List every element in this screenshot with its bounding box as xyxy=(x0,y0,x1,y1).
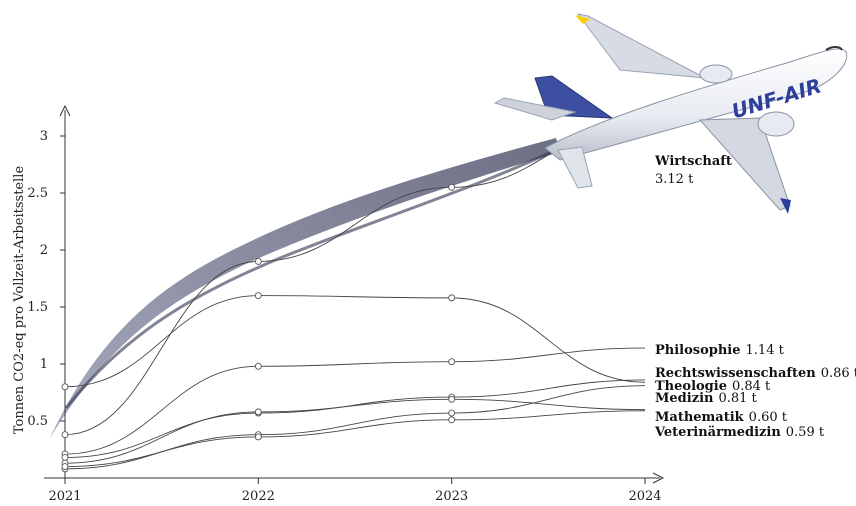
x-axis xyxy=(44,472,665,484)
series-line xyxy=(64,295,646,388)
y-tick-label: 1.5 xyxy=(27,300,48,315)
series-name: Mathematik xyxy=(655,410,745,425)
series-label: Medizin 0.81 t xyxy=(655,391,758,406)
series-line xyxy=(64,379,646,458)
series-labels: Wirtschaft 3.12 t Philosophie 1.14 t Rechtsw… xyxy=(654,154,856,440)
series-name: Philosophie xyxy=(655,343,741,358)
x-tick-label: 2022 xyxy=(242,489,275,504)
y-tick-label: 3 xyxy=(40,129,48,144)
data-point xyxy=(61,431,69,439)
series-name: Medizin xyxy=(655,391,714,406)
data-point xyxy=(254,362,262,370)
x-tick-label: 2021 xyxy=(48,489,81,504)
series-value: 0.84 t xyxy=(732,379,771,394)
x-tick-label: 2024 xyxy=(628,489,661,504)
series-line xyxy=(64,385,646,470)
series-layer xyxy=(61,121,646,473)
data-point xyxy=(448,358,456,366)
y-axis xyxy=(59,104,71,478)
series-line xyxy=(64,398,646,464)
series-name: Veterinärmedizin xyxy=(654,425,781,440)
y-ticks: 0.5 1 1.5 2 2.5 3 xyxy=(27,129,65,429)
y-tick-label: 2.5 xyxy=(27,186,48,201)
series-label: Mathematik 0.60 t xyxy=(655,410,788,425)
data-point xyxy=(448,416,456,424)
series-label: Theologie 0.84 t xyxy=(655,379,771,394)
data-point xyxy=(448,183,456,191)
y-tick-label: 2 xyxy=(40,243,48,258)
contrail xyxy=(50,138,560,438)
data-point xyxy=(254,433,262,441)
series-value: 0.60 t xyxy=(749,410,788,425)
data-point xyxy=(448,395,456,403)
y-tick-label: 0.5 xyxy=(27,414,48,429)
data-point xyxy=(448,409,456,417)
airplane-icon: UNF-AIR xyxy=(493,13,848,214)
data-point xyxy=(61,463,69,471)
series-value: 1.14 t xyxy=(746,343,785,358)
series-line xyxy=(64,410,646,468)
series-line xyxy=(64,347,646,455)
data-point xyxy=(61,454,69,461)
series-label: Philosophie 1.14 t xyxy=(655,343,785,358)
series-name: Theologie xyxy=(655,379,727,394)
y-axis-title: Tonnen CO2-eq pro Vollzeit-Arbeitsstelle xyxy=(12,166,27,435)
series-name: Wirtschaft xyxy=(654,154,732,169)
series-label: Wirtschaft 3.12 t xyxy=(654,154,732,187)
x-tick-label: 2023 xyxy=(435,489,468,504)
series-line xyxy=(64,121,646,436)
series-value: 0.81 t xyxy=(718,391,757,406)
data-point xyxy=(254,408,262,416)
series-name: Rechtswissenschaften xyxy=(655,366,816,381)
series-label: Rechtswissenschaften 0.86 t xyxy=(655,366,856,381)
series-value: 0.86 t xyxy=(821,366,856,381)
series-label: Veterinärmedizin 0.59 t xyxy=(654,425,825,440)
series-value: 3.12 t xyxy=(655,172,694,187)
data-point xyxy=(448,294,456,302)
data-point xyxy=(61,383,69,391)
x-ticks: 2021 2022 2023 2024 xyxy=(48,478,662,504)
data-point xyxy=(254,292,262,300)
data-point xyxy=(254,257,262,265)
series-value: 0.59 t xyxy=(786,425,825,440)
y-tick-label: 1 xyxy=(40,357,48,372)
